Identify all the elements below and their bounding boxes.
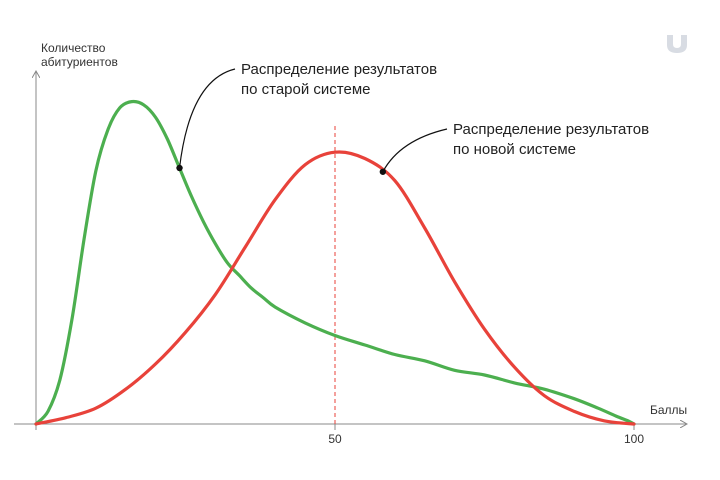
series-1-line: [34, 150, 636, 426]
x-tick-label: 100: [624, 432, 644, 446]
series-1-label: по новой системе: [453, 141, 576, 158]
series-1-label: Распределение результатов: [453, 121, 649, 138]
x-axis-label: Баллы: [650, 403, 687, 417]
y-axis-label-line: Количество: [41, 41, 106, 55]
annotations: Распределение результатов по старой систе…: [176, 61, 649, 175]
annotation-dot: [176, 164, 183, 172]
series-0-label: Распределение результатов: [241, 61, 437, 78]
series-layer: [34, 99, 636, 426]
annotation-leader: [382, 128, 448, 173]
series-0-label: по старой системе: [241, 81, 371, 98]
annotation-dot: [379, 168, 387, 175]
brand-logo-icon: [667, 35, 687, 53]
x-tick-label: 50: [328, 432, 342, 446]
series-0-line: [34, 99, 636, 426]
y-axis-label-line: абитуриентов: [41, 55, 118, 69]
annotation-leader: [178, 68, 236, 169]
